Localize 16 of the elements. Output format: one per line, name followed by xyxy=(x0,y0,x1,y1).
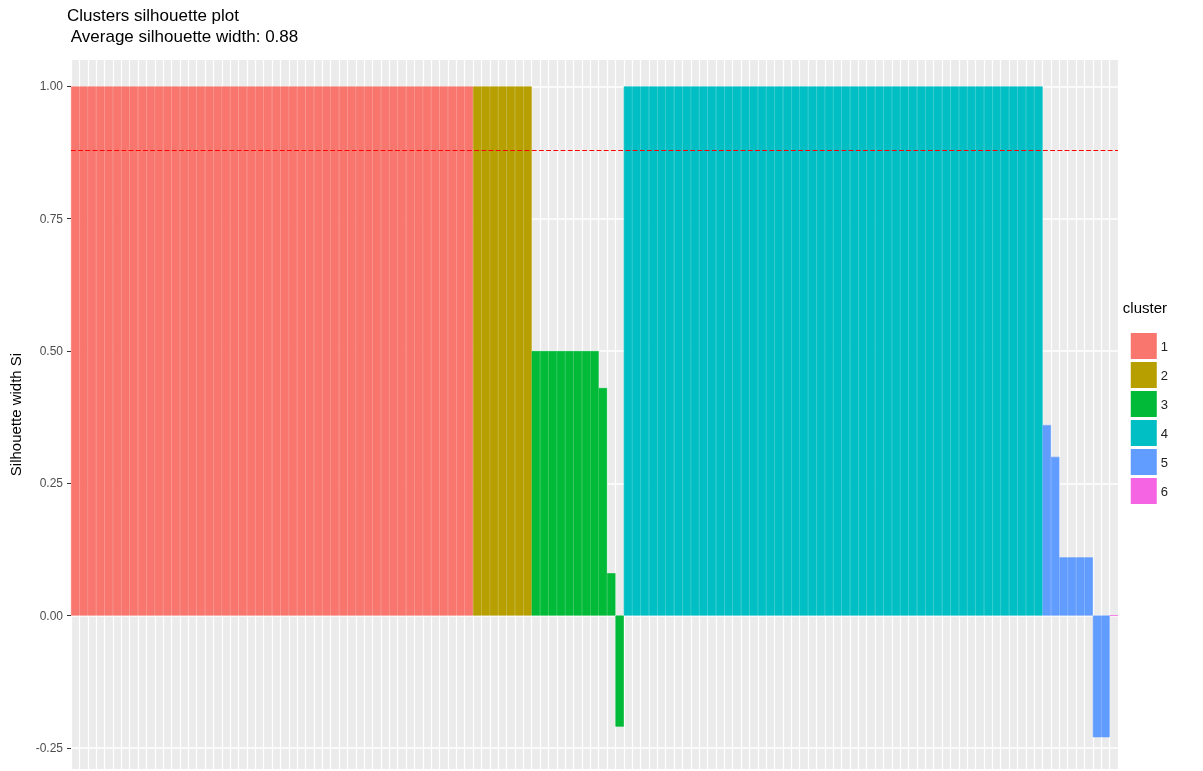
chart-subtitle: Average silhouette width: 0.88 xyxy=(67,27,299,46)
y-tick-label: 0.25 xyxy=(39,476,64,491)
legend-label: 5 xyxy=(1160,454,1168,470)
legend-label: 6 xyxy=(1160,483,1168,499)
legend-label: 3 xyxy=(1160,396,1168,412)
legend-label: 4 xyxy=(1160,425,1168,441)
y-tick-label: 1.00 xyxy=(39,79,64,94)
y-tick-label: 0.75 xyxy=(39,211,64,226)
legend-label: 1 xyxy=(1160,338,1168,354)
y-tick-label: -0.25 xyxy=(35,740,64,755)
y-axis-title: Silhouette width Si xyxy=(7,352,24,477)
legend-title: cluster xyxy=(1122,299,1168,316)
legend-label: 2 xyxy=(1160,367,1168,383)
y-tick-label: 0.00 xyxy=(39,608,64,623)
chart-title: Clusters silhouette plot xyxy=(67,6,240,25)
y-tick-label: 0.50 xyxy=(39,344,64,359)
